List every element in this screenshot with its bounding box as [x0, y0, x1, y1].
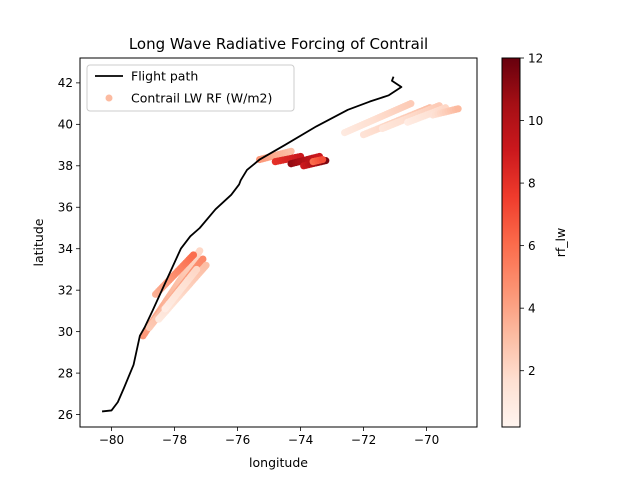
contrail-point	[196, 247, 204, 255]
y-tick-label: 40	[58, 118, 73, 132]
contrail-point	[407, 100, 415, 108]
colorbar-tick-label: 12	[528, 51, 543, 65]
contrail-point	[319, 155, 327, 164]
legend-flight-path-label: Flight path	[131, 69, 198, 84]
flight-path-layer	[101, 76, 403, 413]
x-tick-label: −72	[351, 433, 376, 447]
contrail-point	[192, 265, 201, 274]
y-tick-label: 28	[58, 366, 73, 380]
contrail-point	[189, 251, 198, 259]
y-tick-label: 42	[58, 76, 73, 90]
colorbar-tick-label: 8	[528, 176, 536, 190]
colorbar: 2 4 6 8 10 12 rf_lw	[501, 51, 568, 428]
y-tick-label: 36	[58, 201, 73, 215]
colorbar-tick-label: 10	[528, 114, 543, 128]
legend-contrail-label: Contrail LW RF (W/m2)	[131, 91, 272, 106]
contrail-point	[199, 255, 207, 263]
legend: Flight path Contrail LW RF (W/m2)	[86, 64, 295, 112]
legend-contrail-swatch	[105, 94, 113, 102]
x-axis-label: longitude	[249, 455, 308, 470]
y-axis-label: latitude	[31, 218, 46, 266]
y-tick-label: 34	[58, 242, 73, 256]
contrail-point	[454, 105, 462, 113]
x-axis-ticks: −80 −78 −76 −74 −72 −70	[99, 427, 439, 447]
y-tick-label: 32	[58, 283, 73, 297]
x-tick-label: −76	[225, 433, 250, 447]
plot-area	[79, 57, 478, 428]
colorbar-gradient	[501, 57, 521, 428]
colorbar-ticks: 2 4 6 8 10 12	[520, 51, 543, 378]
contrail-point	[202, 261, 210, 269]
x-tick-label: −74	[288, 433, 313, 447]
colorbar-label: rf_lw	[553, 228, 568, 258]
contrail-point	[287, 147, 295, 155]
y-axis-ticks: 26 28 30 32 34 36 38 40 42	[58, 76, 80, 422]
y-tick-label: 38	[58, 159, 73, 173]
chart-title: Long Wave Radiative Forcing of Contrail	[129, 35, 428, 53]
legend-box	[86, 64, 295, 112]
y-tick-label: 26	[58, 408, 73, 422]
colorbar-tick-label: 4	[528, 301, 536, 315]
colorbar-tick-label: 2	[528, 364, 536, 378]
y-tick-label: 30	[58, 325, 73, 339]
x-tick-label: −70	[414, 433, 439, 447]
x-tick-label: −78	[162, 433, 187, 447]
x-tick-label: −80	[99, 433, 124, 447]
colorbar-tick-label: 6	[528, 239, 536, 253]
plot-frame	[79, 57, 478, 428]
flight-path-line	[101, 76, 403, 413]
